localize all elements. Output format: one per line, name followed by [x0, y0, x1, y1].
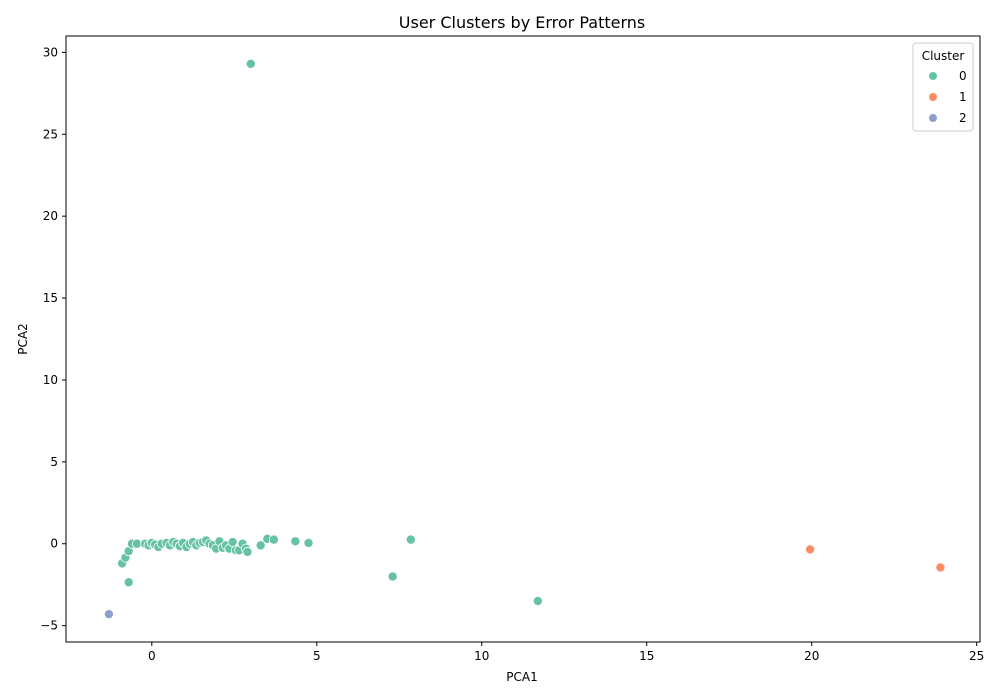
x-axis-label: PCA1 [506, 670, 537, 684]
y-tick-label: 5 [50, 455, 58, 469]
y-tick-label: 0 [50, 537, 58, 551]
y-tick-label: −5 [40, 619, 58, 633]
x-tick-label: 10 [474, 649, 489, 663]
data-point-cluster-0 [303, 537, 314, 548]
x-tick-label: 5 [313, 649, 321, 663]
y-tick-label: 20 [43, 209, 58, 223]
data-point-cluster-0 [290, 536, 301, 547]
x-tick-label: 20 [804, 649, 819, 663]
data-point-cluster-0 [245, 58, 256, 69]
data-point-cluster-0 [268, 534, 279, 545]
data-point-cluster-0 [131, 538, 142, 549]
legend-label-1: 1 [959, 90, 967, 104]
legend-label-0: 0 [959, 69, 967, 83]
data-point-cluster-0 [242, 546, 253, 557]
legend-label-2: 2 [959, 111, 967, 125]
data-point-cluster-2 [103, 609, 114, 620]
data-point-cluster-1 [805, 544, 816, 555]
data-point-cluster-0 [532, 596, 543, 607]
plot-frame [65, 35, 981, 643]
chart-title: User Clusters by Error Patterns [399, 13, 645, 32]
legend-title: Cluster [922, 49, 965, 63]
legend: Cluster 0 1 2 [912, 42, 974, 132]
legend-marker-0 [928, 71, 938, 81]
y-axis-label: PCA2 [16, 323, 30, 354]
legend-marker-1 [928, 92, 938, 102]
y-tick-label: 15 [43, 291, 58, 305]
legend-box [912, 42, 974, 132]
data-point-cluster-0 [255, 540, 266, 551]
y-tick-label: 10 [43, 373, 58, 387]
data-point-cluster-1 [935, 562, 946, 573]
legend-items: 0 1 2 [928, 69, 967, 125]
y-tick-label: 25 [43, 127, 58, 141]
data-point-cluster-0 [405, 534, 416, 545]
data-point-cluster-0 [387, 571, 398, 582]
y-tick-label: 30 [43, 45, 58, 59]
legend-marker-2 [928, 113, 938, 123]
x-tick-label: 0 [148, 649, 156, 663]
data-point-cluster-0 [123, 577, 134, 588]
x-tick-label: 25 [969, 649, 984, 663]
points-layer [103, 58, 946, 620]
x-tick-label: 15 [639, 649, 654, 663]
